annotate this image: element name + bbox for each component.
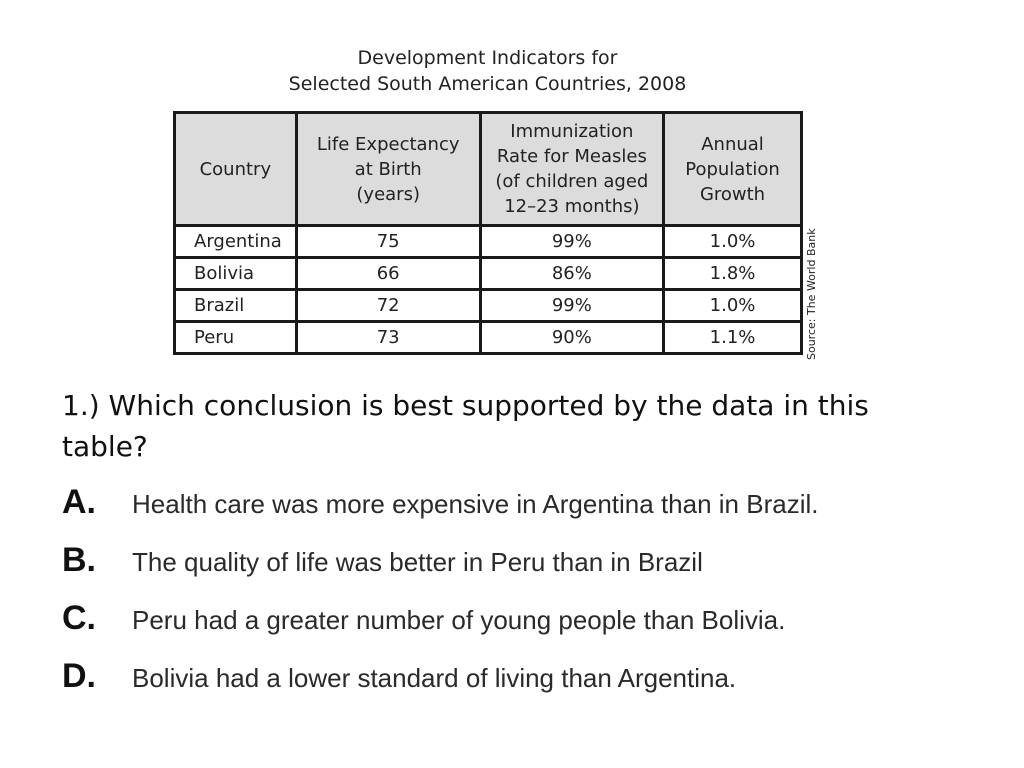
table-row: Brazil 72 99% 1.0% — [173, 288, 803, 323]
cell-life-expectancy: 75 — [294, 224, 482, 259]
option-a[interactable]: A. Health care was more expensive in Arg… — [62, 483, 1002, 541]
table-title-line-2: Selected South American Countries, 2008 — [288, 73, 687, 95]
cell-growth: 1.1% — [662, 320, 803, 355]
cell-country: Bolivia — [173, 256, 298, 291]
option-c[interactable]: C. Peru had a greater number of young pe… — [62, 599, 1002, 657]
cell-growth: 1.0% — [662, 224, 803, 259]
table-row: Argentina 75 99% 1.0% — [173, 224, 803, 259]
table-title-line-1: Development Indicators for — [357, 47, 618, 69]
cell-growth: 1.0% — [662, 288, 803, 323]
option-letter: A. — [62, 483, 96, 521]
cell-life-expectancy: 66 — [294, 256, 482, 291]
table-header-row: Country Life Expectancy at Birth (years)… — [173, 111, 803, 227]
cell-country: Argentina — [173, 224, 298, 259]
cell-country: Peru — [173, 320, 298, 355]
cell-immunization: 90% — [478, 320, 666, 355]
header-immunization-rate: Immunization Rate for Measles (of childr… — [478, 111, 666, 227]
table-row: Peru 73 90% 1.1% — [173, 320, 803, 355]
development-indicators-table: Country Life Expectancy at Birth (years)… — [173, 111, 803, 355]
table-title: Development Indicators for Selected Sout… — [230, 45, 745, 97]
answer-options: A. Health care was more expensive in Arg… — [62, 483, 1002, 715]
cell-immunization: 99% — [478, 224, 666, 259]
cell-life-expectancy: 72 — [294, 288, 482, 323]
option-letter: C. — [62, 599, 96, 637]
header-life-expectancy: Life Expectancy at Birth (years) — [294, 111, 482, 227]
source-note: Source: The World Bank — [805, 228, 818, 360]
option-text: The quality of life was better in Peru t… — [132, 547, 703, 577]
option-text: Peru had a greater number of young peopl… — [132, 605, 786, 635]
option-text: Health care was more expensive in Argent… — [132, 489, 819, 519]
question-text: 1.) Which conclusion is best supported b… — [62, 389, 869, 463]
cell-country: Brazil — [173, 288, 298, 323]
cell-immunization: 99% — [478, 288, 666, 323]
option-letter: B. — [62, 541, 96, 579]
option-text: Bolivia had a lower standard of living t… — [132, 663, 737, 693]
header-country: Country — [173, 111, 298, 227]
cell-immunization: 86% — [478, 256, 666, 291]
option-letter: D. — [62, 657, 96, 695]
table-row: Bolivia 66 86% 1.8% — [173, 256, 803, 291]
option-d[interactable]: D. Bolivia had a lower standard of livin… — [62, 657, 1002, 715]
cell-growth: 1.8% — [662, 256, 803, 291]
header-population-growth: Annual Population Growth — [662, 111, 803, 227]
cell-life-expectancy: 73 — [294, 320, 482, 355]
option-b[interactable]: B. The quality of life was better in Per… — [62, 541, 1002, 599]
